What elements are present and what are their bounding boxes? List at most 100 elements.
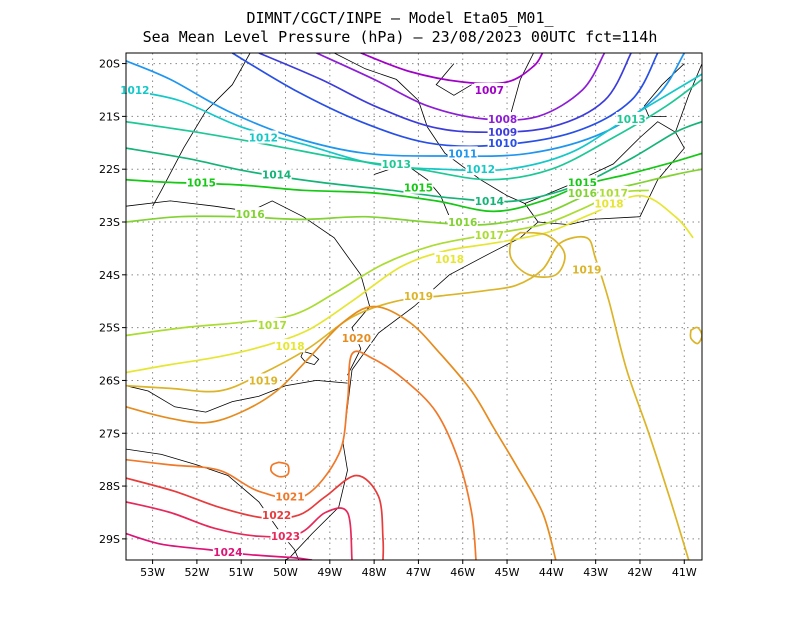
isobar-1010 xyxy=(231,53,659,148)
coastline xyxy=(126,53,702,560)
lat-tick-label: 28S xyxy=(99,480,120,493)
lon-tick-label: 46W xyxy=(450,566,475,579)
isobar-label-1010: 1010 xyxy=(488,138,517,150)
isobar-label-1014: 1014 xyxy=(475,196,504,208)
isobar-label-1017: 1017 xyxy=(258,320,287,332)
isobar-label-bg xyxy=(474,228,505,242)
lon-tick-label: 50W xyxy=(273,566,298,579)
isobar-label-bg xyxy=(381,156,412,170)
isobar-label-1013: 1013 xyxy=(616,114,645,126)
isobar-labels: 1007100810091010101110121012101210131013… xyxy=(119,82,647,559)
lat-tick-label: 20S xyxy=(99,58,120,71)
lat-tick-label: 22S xyxy=(99,163,120,176)
state-border-line xyxy=(524,121,676,204)
isobar-label-bg xyxy=(474,193,505,207)
title-line-2: Sea Mean Level Pressure (hPa) – 23/08/20… xyxy=(143,28,658,46)
state-border-line xyxy=(152,53,251,207)
isobar-label-1007: 1007 xyxy=(475,85,504,97)
isobar-1013 xyxy=(126,78,702,181)
lon-tick-label: 47W xyxy=(406,566,431,579)
isobar-label-1011: 1011 xyxy=(448,148,477,160)
isobar-1008 xyxy=(316,53,606,122)
lat-tick-label: 21S xyxy=(99,110,120,123)
isobar-label-bg xyxy=(235,207,266,221)
isobar-1021 xyxy=(126,350,477,560)
lon-tick-label: 48W xyxy=(362,566,387,579)
isobar-1009 xyxy=(258,53,632,134)
isobar-label-1012: 1012 xyxy=(466,164,495,176)
isobar-label-bg xyxy=(186,175,217,189)
isobar-1007 xyxy=(360,53,544,85)
state-border-line xyxy=(643,63,685,117)
lon-tick-label: 49W xyxy=(317,566,342,579)
coastline-line xyxy=(285,63,702,560)
isobar-label-1008: 1008 xyxy=(488,114,517,126)
isobar-1020 xyxy=(126,305,557,560)
isobar-label-bg xyxy=(571,262,602,276)
isobar-label-bg xyxy=(487,112,518,126)
axes: 53W 52W 51W 50W 49W 48W 47W 46W 45W 44W 43W 42W 41W 2… xyxy=(99,58,697,579)
state-border-line xyxy=(334,53,539,223)
isobar-1019 xyxy=(126,235,690,560)
isobar-label-bg xyxy=(261,508,292,522)
isobar-1022 xyxy=(126,474,385,560)
isobar-label-bg xyxy=(261,167,292,181)
lon-tick-label: 52W xyxy=(184,566,209,579)
lon-tick-label: 42W xyxy=(628,566,653,579)
isobar-1017 xyxy=(126,189,649,337)
isobar-label-1016: 1016 xyxy=(235,209,264,221)
lon-tick-label: 51W xyxy=(229,566,254,579)
lon-tick-label: 53W xyxy=(140,566,165,579)
isobar-label-1018: 1018 xyxy=(594,199,623,211)
isobar-label-1019: 1019 xyxy=(572,265,601,277)
isobar-label-1016: 1016 xyxy=(448,217,477,229)
state-border-line xyxy=(126,379,348,413)
lat-tick-label: 29S xyxy=(99,533,120,546)
isobar-label-1019: 1019 xyxy=(404,291,433,303)
isobar-label-bg xyxy=(248,130,279,144)
isobar-label-bg xyxy=(447,215,478,228)
grid xyxy=(126,53,702,560)
isobar-label-bg xyxy=(487,125,518,139)
isobar-label-1014: 1014 xyxy=(262,169,291,181)
isobar-label-bg xyxy=(616,112,647,126)
isobar-label-1012: 1012 xyxy=(120,85,149,97)
lat-tick-label: 26S xyxy=(99,374,120,387)
lon-tick-label: 41W xyxy=(672,566,697,579)
isobar-label-1015: 1015 xyxy=(404,183,433,195)
lat-tick-label: 24S xyxy=(99,269,120,282)
lon-tick-label: 44W xyxy=(539,566,564,579)
closed-isobar-1021 xyxy=(269,461,290,478)
plot-frame xyxy=(125,52,703,561)
isobar-label-bg xyxy=(274,489,305,503)
isobar-label-bg xyxy=(487,135,518,149)
isobar-label-bg xyxy=(447,146,478,160)
closed-isobar-1019 xyxy=(508,231,566,278)
isobar-label-bg xyxy=(593,196,624,210)
isobar-label-bg xyxy=(567,185,598,199)
closed-isobar-1019 xyxy=(689,326,702,345)
isobar-label-1019: 1019 xyxy=(249,375,278,387)
lat-tick-label: 23S xyxy=(99,216,120,229)
lon-tick-label: 43W xyxy=(583,566,608,579)
isobars xyxy=(126,53,702,560)
title-line-1: DIMNT/CGCT/INPE – Model Eta05_M01_ xyxy=(246,9,554,27)
isobar-label-1021: 1021 xyxy=(275,492,304,504)
isobar-label-bg xyxy=(403,288,434,302)
isobar-label-bg xyxy=(434,251,465,265)
isobar-label-bg xyxy=(598,185,629,199)
lat-tick-label: 27S xyxy=(99,427,120,440)
isobar-label-1018: 1018 xyxy=(435,254,464,266)
isobar-label-1020: 1020 xyxy=(342,333,371,345)
isobar-label-1022: 1022 xyxy=(262,510,291,522)
isobar-label-bg xyxy=(341,331,372,345)
state-border-line xyxy=(126,200,371,376)
isobar-label-bg xyxy=(270,529,301,543)
isobar-label-1018: 1018 xyxy=(275,341,304,353)
isobar-label-1012: 1012 xyxy=(249,133,278,145)
isobar-label-1017: 1017 xyxy=(475,230,504,242)
isobar-1015 xyxy=(126,152,702,213)
lat-tick-label: 25S xyxy=(99,322,120,335)
isobar-label-bg xyxy=(274,339,305,353)
